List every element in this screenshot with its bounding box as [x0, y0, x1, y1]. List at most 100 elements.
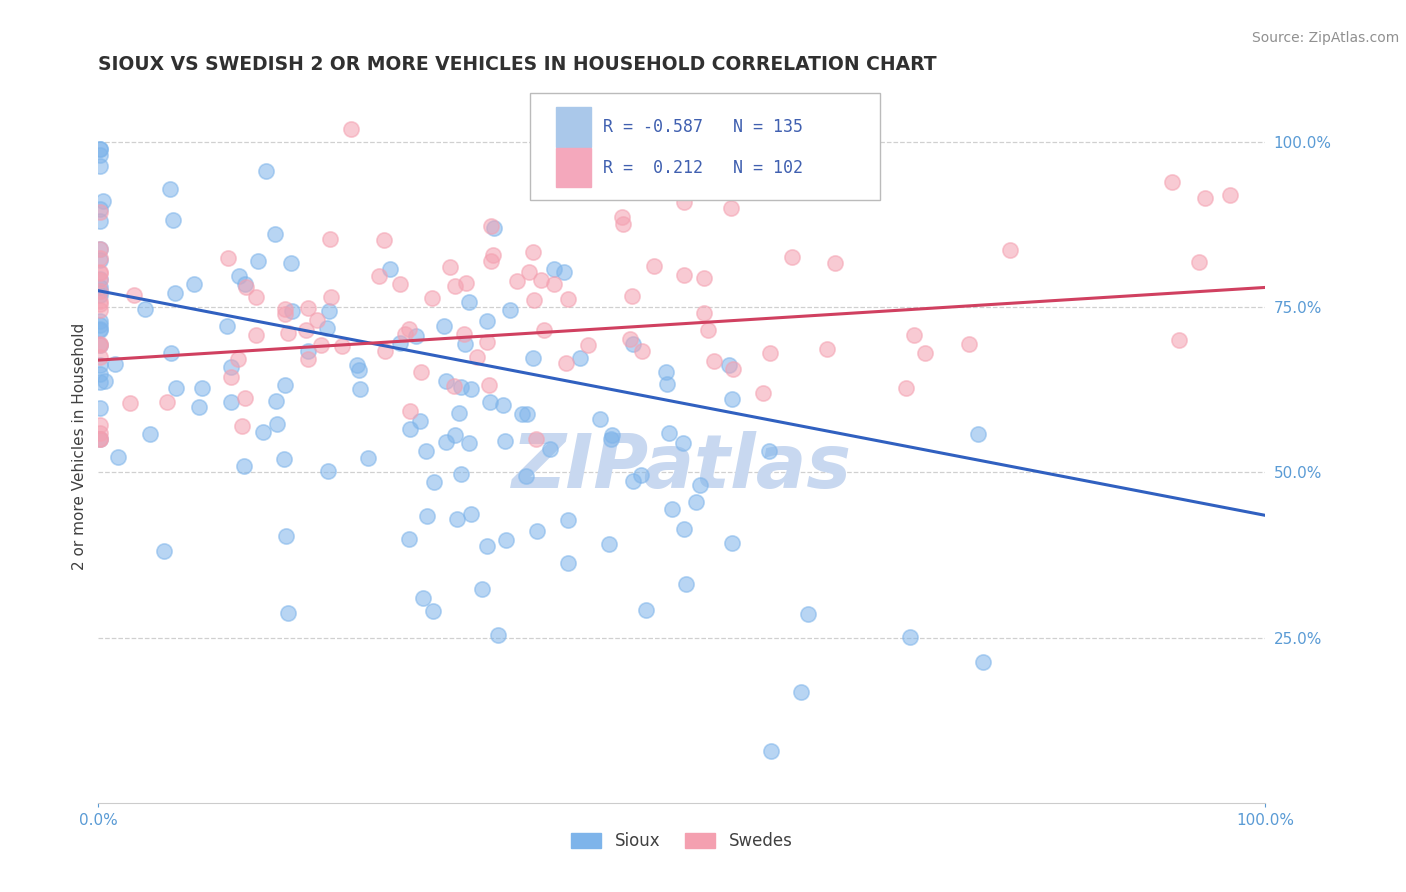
Point: [89, 147, 111, 161]
Point: [422, 475, 444, 489]
Point: [634, 602, 657, 616]
Point: [630, 467, 652, 482]
Point: [297, 343, 319, 358]
Point: [621, 336, 644, 351]
Point: [620, 289, 643, 303]
Point: [673, 195, 696, 210]
Point: [515, 407, 537, 421]
Point: [89, 338, 111, 352]
Point: [89, 350, 111, 364]
Text: SIOUX VS SWEDISH 2 OR MORE VEHICLES IN HOUSEHOLD CORRELATION CHART: SIOUX VS SWEDISH 2 OR MORE VEHICLES IN H…: [98, 54, 936, 74]
Point: [689, 478, 711, 492]
Point: [89, 265, 111, 279]
Point: [477, 335, 499, 350]
Point: [89, 252, 111, 267]
Point: [631, 343, 654, 358]
Point: [471, 582, 494, 596]
Text: Source: ZipAtlas.com: Source: ZipAtlas.com: [1251, 31, 1399, 45]
Point: [89, 271, 111, 285]
FancyBboxPatch shape: [530, 93, 880, 200]
Point: [484, 221, 506, 235]
Point: [156, 395, 179, 409]
Point: [1219, 188, 1241, 202]
Point: [274, 529, 297, 543]
Point: [89, 159, 111, 173]
Point: [89, 204, 111, 219]
Point: [422, 604, 444, 618]
Point: [89, 432, 111, 446]
Point: [721, 536, 744, 550]
Point: [797, 607, 820, 621]
Text: R = -0.587   N = 135: R = -0.587 N = 135: [603, 118, 803, 136]
Point: [524, 433, 547, 447]
Point: [89, 288, 111, 302]
Point: [219, 369, 242, 384]
Point: [159, 182, 181, 196]
Point: [972, 655, 994, 669]
Point: [967, 426, 990, 441]
Point: [758, 443, 780, 458]
Point: [415, 444, 437, 458]
Point: [612, 217, 634, 231]
FancyBboxPatch shape: [555, 107, 591, 146]
Point: [894, 381, 917, 395]
Point: [718, 358, 741, 372]
Point: [233, 392, 256, 406]
Point: [398, 404, 420, 418]
Point: [89, 280, 111, 294]
Point: [543, 261, 565, 276]
Point: [89, 401, 111, 416]
Point: [517, 265, 540, 279]
Point: [273, 452, 295, 467]
Point: [661, 501, 683, 516]
Point: [89, 323, 111, 337]
Point: [523, 293, 546, 307]
Point: [321, 290, 343, 304]
Point: [479, 219, 502, 233]
Point: [254, 164, 277, 178]
Point: [316, 464, 339, 478]
Point: [672, 436, 695, 450]
Point: [657, 377, 679, 392]
Point: [89, 242, 111, 256]
Point: [89, 302, 111, 317]
Point: [264, 227, 287, 241]
Point: [89, 425, 111, 440]
Point: [675, 577, 697, 591]
Point: [752, 385, 775, 400]
Point: [658, 426, 681, 441]
Point: [824, 256, 846, 270]
Text: R =  0.212   N = 102: R = 0.212 N = 102: [603, 159, 803, 177]
Point: [188, 400, 211, 414]
Point: [191, 381, 214, 395]
Point: [655, 365, 678, 379]
Legend: Sioux, Swedes: Sioux, Swedes: [562, 824, 801, 859]
Point: [89, 142, 111, 156]
Point: [412, 591, 434, 606]
Point: [89, 284, 111, 298]
Point: [460, 382, 482, 396]
Point: [346, 358, 368, 372]
Point: [1161, 175, 1184, 189]
Point: [160, 346, 183, 360]
Point: [318, 304, 340, 318]
Point: [245, 290, 267, 304]
Point: [217, 252, 239, 266]
Point: [122, 288, 145, 302]
Point: [672, 522, 695, 536]
Point: [443, 428, 465, 442]
FancyBboxPatch shape: [555, 148, 591, 187]
Point: [672, 268, 695, 282]
Point: [89, 368, 111, 382]
Point: [759, 744, 782, 758]
Point: [510, 407, 533, 421]
Point: [389, 335, 412, 350]
Point: [297, 352, 319, 367]
Point: [553, 265, 575, 279]
Point: [162, 212, 184, 227]
Point: [600, 433, 623, 447]
Point: [481, 254, 503, 268]
Point: [408, 414, 430, 428]
Point: [526, 524, 548, 539]
Point: [576, 337, 599, 351]
